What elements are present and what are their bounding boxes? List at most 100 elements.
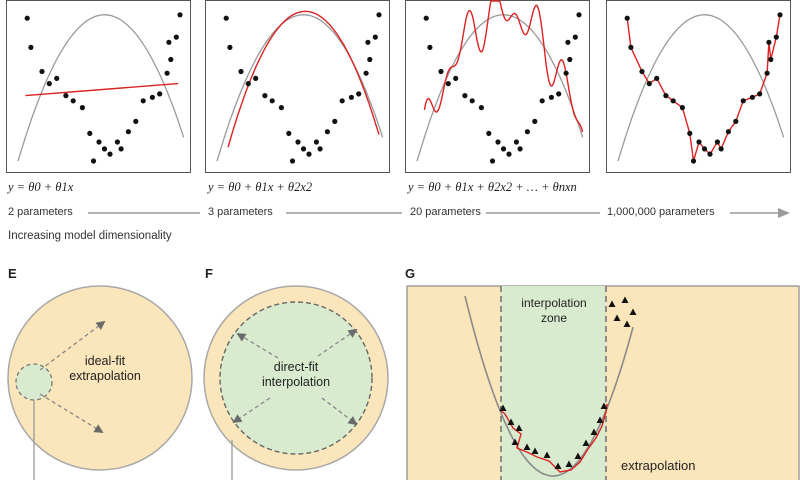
data-point [87,130,93,136]
panel-e-label: ideal-fit extrapolation [50,354,160,384]
data-point [701,146,708,152]
data-point [506,151,512,157]
data-point [768,56,774,63]
panel-f-arrow-dl [232,397,271,424]
panel-f-letter: F [205,266,213,281]
data-point [486,130,492,136]
data-point [157,91,163,97]
panel-e-arrow-up [39,320,106,371]
data-point [54,75,60,81]
data-point [149,94,155,100]
panel-f-arrow-dr [321,397,358,426]
data-point [262,93,268,99]
panel-f-arrow-ur [317,328,358,357]
g-data-point [543,451,551,458]
data-point [495,139,501,145]
data-point [365,39,371,45]
data-point [423,15,429,21]
g-data-point [565,460,573,467]
g-data-point [499,404,507,411]
data-point [513,139,520,145]
data-point [576,12,582,18]
param-count-2: 2 parameters [8,206,73,218]
panel-e-circle [7,285,193,471]
data-point [639,68,645,75]
data-point [269,98,275,104]
g-data-point [507,418,515,425]
data-point [462,93,468,99]
data-point [725,129,732,135]
data-point [286,130,292,136]
data-point [548,94,555,100]
data-point [118,146,124,152]
g-data-point [613,314,621,321]
data-point [339,98,345,104]
zone-label-line1: interpolation [521,296,587,310]
data-point [524,129,531,135]
data-point [96,139,102,145]
panel-f-label-line1: direct-fit [273,360,319,374]
g-data-point [623,320,631,327]
data-point [453,75,459,81]
data-point [177,12,183,18]
data-point [28,44,34,51]
data-point [70,98,76,104]
g-data-point [621,296,629,303]
g-data-point [590,428,598,435]
g-data-point [511,438,519,445]
data-point [757,91,763,97]
equation-polynomial: y = θ0 + θ1x + θ2x2 + … + θnxn [408,180,577,194]
extrapolation-label: extrapolation [621,458,696,473]
data-point [714,139,721,145]
data-point [478,105,484,111]
data-point [567,56,573,63]
zone-label-line2: zone [540,311,568,325]
panel-e-arrow-down [39,393,104,433]
data-point [166,39,172,45]
data-point [663,93,669,99]
data-point [125,129,131,135]
data-point [90,158,97,164]
data-point [764,70,770,76]
g-data-point [515,424,523,431]
data-point [140,98,146,104]
g-data-point [600,402,608,409]
panel-e-inner-circle [15,363,53,401]
data-point [306,151,312,157]
data-point [438,68,444,75]
data-point [563,70,569,76]
data-point [565,39,571,45]
data-point [777,12,783,18]
g-data-point [582,439,590,446]
data-point [372,34,378,40]
data-point [173,34,179,40]
data-point [469,98,475,104]
g-data-point [531,447,539,454]
data-point [324,129,330,135]
panel-g-letter: G [405,266,416,281]
data-point [101,146,108,152]
data-point [628,44,634,51]
data-point [363,70,369,76]
g-data-point [596,416,604,423]
dimensionality-caption: Increasing model dimensionality [8,230,172,242]
panel-e-label-line1: ideal-fit [84,354,126,368]
param-count-3: 3 parameters [208,206,273,218]
data-point [79,105,85,111]
data-point [245,81,251,87]
data-point [679,105,686,111]
panel-e-letter: E [8,266,17,281]
panel-f-inner-circle [219,301,373,455]
fit-curve-3 [423,0,584,133]
data-point [696,139,702,145]
data-point [646,81,652,87]
panel-f-label-line2: interpolation [261,375,331,389]
interpolation-zone-label: interpolation zone [504,296,604,326]
data-point [690,158,697,164]
equation-linear: y = θ0 + θ1x [8,180,74,194]
data-point [168,56,174,63]
data-point [556,91,562,97]
data-point [445,81,451,87]
data-point [572,34,578,40]
